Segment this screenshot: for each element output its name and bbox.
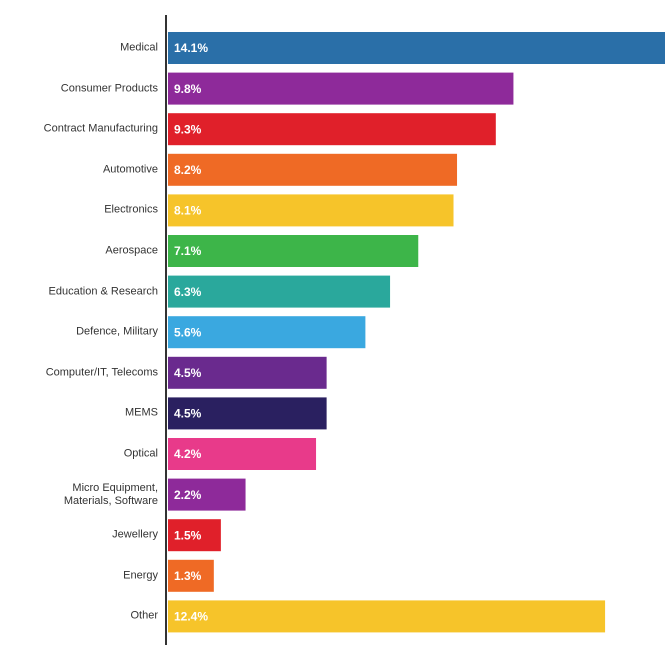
value-label: 9.3% [174,122,202,136]
value-label: 5.6% [174,325,202,339]
category-label: Consumer Products [60,82,158,95]
bar [168,32,665,64]
category-label: Micro Equipment, Materials, Software [63,481,158,507]
category-label: MEMS [125,406,158,419]
category-label: Jewellery [112,528,158,541]
category-label: Defence, Military [76,325,158,338]
bar [168,356,327,389]
value-label: 8.1% [174,204,202,218]
value-label: 1.3% [174,569,202,583]
bar [168,113,496,146]
bar [168,275,391,308]
value-label: 8.2% [174,163,202,177]
bar [168,235,419,267]
value-label: 9.8% [174,82,202,96]
category-label: Automotive [102,163,158,176]
value-label: 7.1% [174,244,202,258]
value-label: 12.4% [174,610,208,624]
bar [168,153,458,186]
category-label: Medical [120,41,158,54]
value-label: 1.5% [174,528,202,542]
bar [168,438,317,470]
value-label: 4.2% [174,447,202,461]
bar [168,519,221,552]
value-label: 4.5% [174,407,202,421]
value-label: 2.2% [174,488,202,502]
category-label: Optical [123,447,158,460]
category-label: Aerospace [105,244,158,257]
value-label: 14.1% [174,41,208,55]
category-label: Computer/IT, Telecoms [45,366,158,379]
bar [168,72,514,105]
value-label: 4.5% [174,366,202,380]
bar [168,397,327,430]
category-label: Other [130,609,158,622]
bar [168,559,214,592]
category-label: Energy [123,569,158,582]
category-label: Electronics [104,203,158,216]
bar [168,316,366,349]
bar [168,194,454,227]
value-label: 6.3% [174,285,202,299]
category-label: Education & Research [48,285,158,298]
bar [168,478,246,511]
category-label: Contract Manufacturing [43,122,158,135]
bar [168,600,606,633]
